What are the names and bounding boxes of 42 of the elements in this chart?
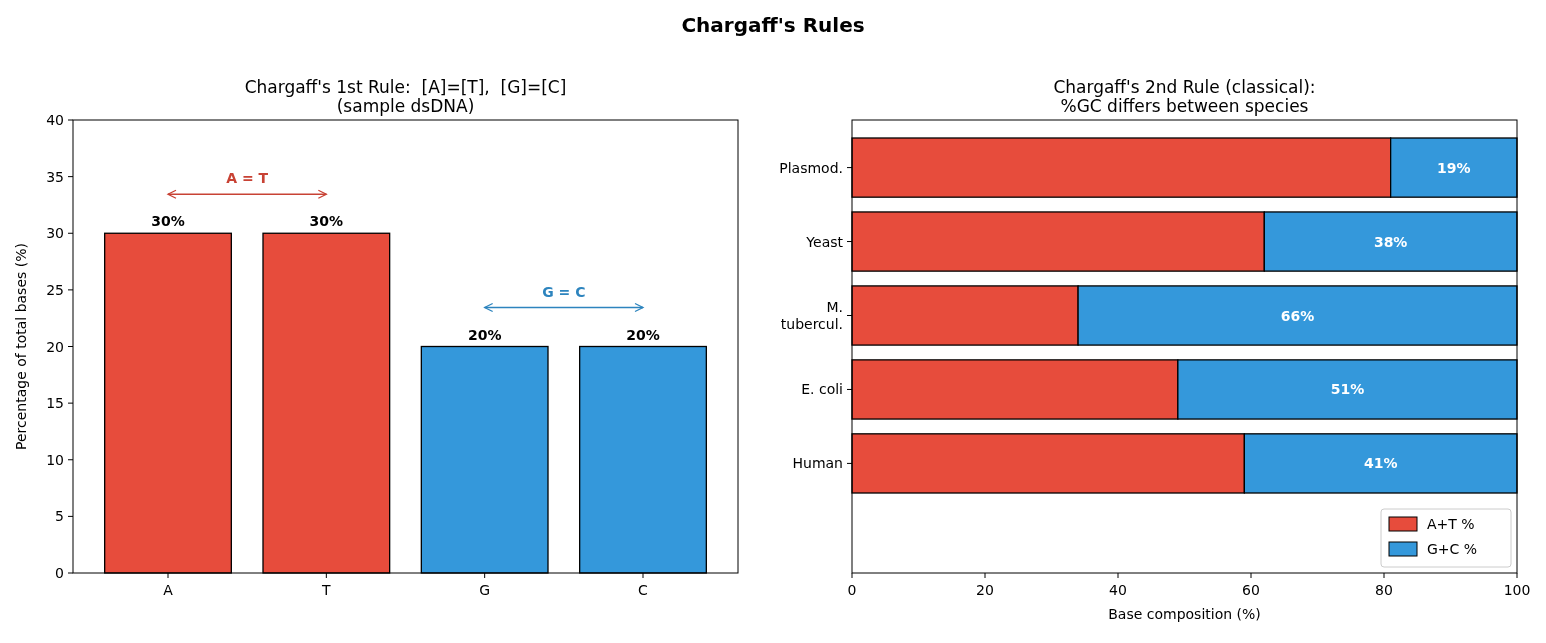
y-tick-label: E. coli [801, 381, 843, 398]
y-tick-label: 5 [55, 508, 64, 525]
legend-label: A+T % [1427, 516, 1475, 532]
data-label: 38% [1373, 233, 1408, 250]
y-tick-label: Yeast [805, 233, 844, 250]
y-tick-label: 25 [46, 281, 64, 298]
y-tick-label: 40 [46, 112, 64, 128]
y-tick-label: 20 [46, 338, 64, 355]
legend-label: G+C % [1427, 541, 1478, 557]
x-tick-label: G [479, 582, 491, 598]
x-tick-label: 60 [1242, 582, 1260, 598]
data-label: 30% [151, 213, 185, 230]
chart-title: Chargaff's 1st Rule: [A]=[T], [G]=[C] (sample dsDNA) [244, 77, 567, 116]
data-label: 20% [626, 326, 660, 343]
y-tick-label: Plasmod. [779, 159, 843, 176]
text: Chargaff's Rules [681, 13, 865, 37]
y-tick-label: 0 [55, 565, 64, 581]
x-tick-label: 100 [1503, 582, 1531, 598]
x-tick-label: C [638, 582, 649, 598]
annotation: A = T [226, 170, 269, 187]
x-tick-label: A [163, 582, 174, 598]
y-tick-label: Human [792, 455, 843, 472]
data-label: 66% [1280, 307, 1315, 324]
data-label: 30% [309, 213, 344, 230]
x-tick-label: 0 [847, 582, 857, 598]
y-axis-title: Percentage of total bases (%) [13, 243, 29, 450]
y-tick-label: 10 [46, 451, 64, 468]
annotation: G = C [542, 283, 586, 300]
y-tick-label: 15 [46, 395, 64, 412]
x-tick-label: 80 [1375, 582, 1393, 598]
data-label: 51% [1330, 381, 1365, 398]
y-tick-label: 35 [46, 168, 64, 185]
y-tick-label: 30 [46, 225, 64, 242]
data-label: 41% [1363, 455, 1398, 472]
x-tick-label: T [321, 582, 332, 598]
x-axis-title: Base composition (%) [1108, 606, 1261, 622]
chart-title: Chargaff's 2nd Rule (classical): %GC differs between species [1053, 77, 1316, 116]
y-tick-label: M. tubercul. [780, 299, 843, 332]
data-label: 20% [467, 326, 502, 343]
data-label: 19% [1437, 159, 1471, 176]
x-tick-label: 40 [1109, 582, 1127, 598]
x-tick-label: 20 [976, 582, 994, 598]
